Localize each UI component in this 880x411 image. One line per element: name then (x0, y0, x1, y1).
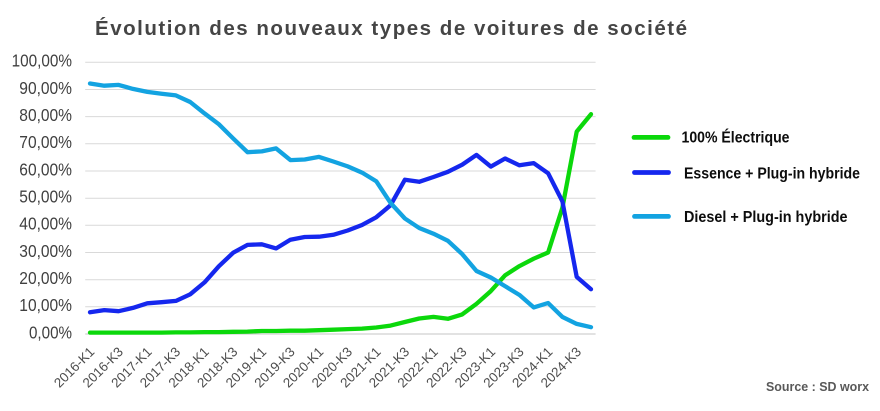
svg-text:0,00%: 0,00% (29, 323, 72, 343)
svg-text:90,00%: 90,00% (19, 78, 72, 98)
svg-text:40,00%: 40,00% (19, 214, 72, 234)
svg-text:30,00%: 30,00% (19, 241, 72, 261)
svg-text:60,00%: 60,00% (19, 159, 72, 179)
svg-text:80,00%: 80,00% (19, 105, 72, 125)
svg-text:Essence + Plug-in hybride: Essence + Plug-in hybride (684, 166, 860, 183)
svg-text:Diesel + Plug-in hybride: Diesel + Plug-in hybride (684, 209, 848, 226)
svg-text:70,00%: 70,00% (19, 132, 72, 152)
svg-text:Évolution des nouveaux types d: Évolution des nouveaux types de voitures… (95, 17, 687, 40)
svg-text:100,00%: 100,00% (12, 51, 72, 71)
svg-text:10,00%: 10,00% (19, 295, 72, 315)
svg-text:Source : SD worx: Source : SD worx (766, 379, 870, 394)
svg-text:100% Électrique: 100% Électrique (682, 128, 790, 147)
svg-text:50,00%: 50,00% (19, 187, 72, 207)
svg-text:20,00%: 20,00% (19, 268, 72, 288)
